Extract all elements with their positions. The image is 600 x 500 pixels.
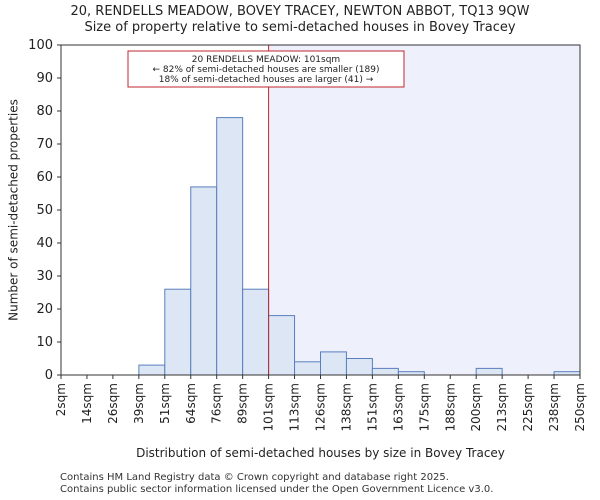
x-tick-label: 250sqm [573,383,587,431]
x-axis-label: Distribution of semi-detached houses by … [136,446,505,460]
bar-39sqm [138,364,166,376]
x-tick-label: 151sqm [365,383,379,431]
y-tick-label: 40 [36,236,53,251]
y-tick-label: 80 [36,104,53,119]
bar-101sqm [268,315,296,376]
annotation-box: 20 RENDELLS MEADOW: 101sqm ← 82% of semi… [127,50,405,88]
x-tick-label: 89sqm [236,383,250,424]
bar-138sqm [345,358,373,376]
bar-64sqm [190,186,218,376]
bar-51sqm [164,288,192,376]
y-axis-label: Number of semi-detached properties [7,99,21,321]
x-tick-label: 76sqm [210,383,224,424]
x-tick-label: 163sqm [391,383,405,431]
x-tick-label: 126sqm [314,383,328,431]
annotation-line-3: 18% of semi-detached houses are larger (… [159,75,374,85]
x-tick-label: 175sqm [417,383,431,431]
bar-76sqm [216,117,244,376]
chart-subtitle: Size of property relative to semi-detach… [84,20,516,35]
y-tick-label: 100 [28,38,53,53]
y-tick-label: 20 [36,302,53,317]
bar-89sqm [242,288,270,376]
x-tick-label: 238sqm [547,383,561,431]
highlight-region [268,45,580,375]
annotation-line-1: 20 RENDELLS MEADOW: 101sqm [192,55,340,65]
x-tick-label: 14sqm [80,383,94,424]
x-tick-label: 26sqm [106,383,120,424]
y-tick-label: 30 [36,269,53,284]
chart-title: 20, RENDELLS MEADOW, BOVEY TRACEY, NEWTO… [70,4,530,19]
y-tick-label: 70 [36,137,53,152]
x-tick-label: 213sqm [495,383,509,431]
bar-126sqm [320,351,347,376]
y-tick-label: 90 [36,71,53,86]
y-tick-label: 60 [36,170,53,185]
y-tick-label: 50 [36,203,53,218]
y-tick-label: 0 [45,368,53,383]
x-tick-label: 113sqm [288,383,302,431]
x-tick-label: 64sqm [184,383,198,424]
x-tick-label: 51sqm [158,383,172,424]
footer-line-1: Contains HM Land Registry data © Crown c… [60,472,449,483]
x-tick-label: 101sqm [262,383,276,431]
footer-line-2: Contains public sector information licen… [60,484,494,495]
bar-113sqm [294,361,321,376]
x-tick-label: 225sqm [521,383,535,431]
y-tick-label: 10 [36,335,53,350]
annotation-line-2: ← 82% of semi-detached houses are smalle… [153,65,380,75]
x-tick-label: 2sqm [54,383,68,416]
x-tick-label: 39sqm [132,383,146,424]
bar-200sqm [475,367,503,376]
x-tick-label: 188sqm [443,383,457,431]
x-tick-label: 138sqm [339,383,353,431]
x-tick-label: 200sqm [469,383,483,431]
bar-151sqm [371,367,399,376]
